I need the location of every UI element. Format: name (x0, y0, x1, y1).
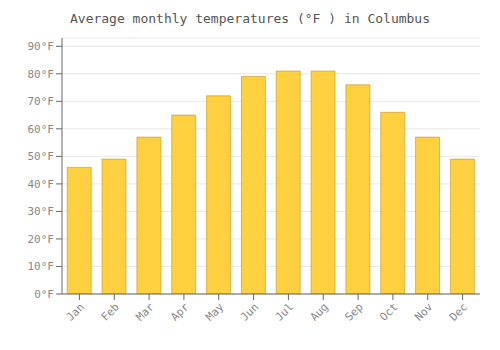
svg-text:40°F: 40°F (28, 178, 55, 191)
html-text:Average monthly temperatures (: Average monthly temperatures (°F ) in Co… (70, 11, 430, 26)
svg-text:90°F: 90°F (28, 40, 55, 53)
svg-text:80°F: 80°F (28, 68, 55, 81)
svg-text:Sep: Sep (342, 300, 365, 323)
svg-text:Dec: Dec (447, 300, 470, 323)
svg-text:Jul: Jul (273, 300, 296, 323)
svg-text:Oct: Oct (377, 300, 400, 323)
svg-text:Feb: Feb (99, 300, 122, 323)
svg-text:Apr: Apr (168, 300, 192, 324)
svg-text:30°F: 30°F (28, 205, 55, 218)
svg-text:0°F: 0°F (34, 288, 54, 301)
svg-text:Jan: Jan (64, 300, 87, 323)
svg-text:Nov: Nov (412, 300, 436, 324)
svg-text:Mar: Mar (133, 300, 157, 324)
svg-text:May: May (203, 300, 227, 324)
svg-text:Aug: Aug (308, 300, 331, 323)
svg-text:Jun: Jun (238, 300, 261, 323)
svg-text:50°F: 50°F (28, 150, 55, 163)
svg-text:60°F: 60°F (28, 123, 55, 136)
svg-text:70°F: 70°F (28, 95, 55, 108)
svg-text:10°F: 10°F (28, 260, 55, 273)
svg-text:20°F: 20°F (28, 233, 55, 246)
